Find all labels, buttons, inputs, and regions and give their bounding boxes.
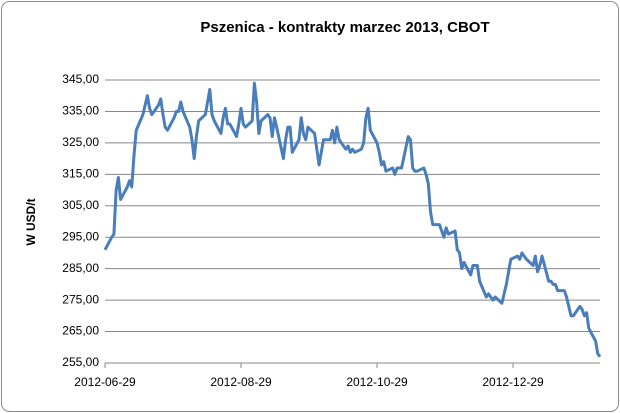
y-tick-label: 255,00 [62, 355, 99, 369]
y-axis-label: W USD/t [24, 198, 38, 245]
y-tick-label: 265,00 [62, 324, 99, 338]
y-tick-label: 335,00 [62, 104, 99, 118]
y-tick-label: 285,00 [62, 261, 99, 275]
y-tick-label: 345,00 [62, 72, 99, 86]
x-tick-label: 2012-08-29 [210, 375, 272, 389]
y-tick-label: 325,00 [62, 135, 99, 149]
y-tick-label: 305,00 [62, 198, 99, 212]
x-tick-label: 2012-10-29 [346, 375, 408, 389]
y-tick-label: 295,00 [62, 229, 99, 243]
x-tick-label: 2012-06-29 [74, 375, 136, 389]
data-line [103, 81, 602, 358]
chart-title: Pszenica - kontrakty marzec 2013, CBOT [200, 19, 489, 36]
x-tick-label: 2012-12-29 [482, 375, 544, 389]
y-tick-label: 275,00 [62, 292, 99, 306]
y-tick-label: 315,00 [62, 167, 99, 181]
